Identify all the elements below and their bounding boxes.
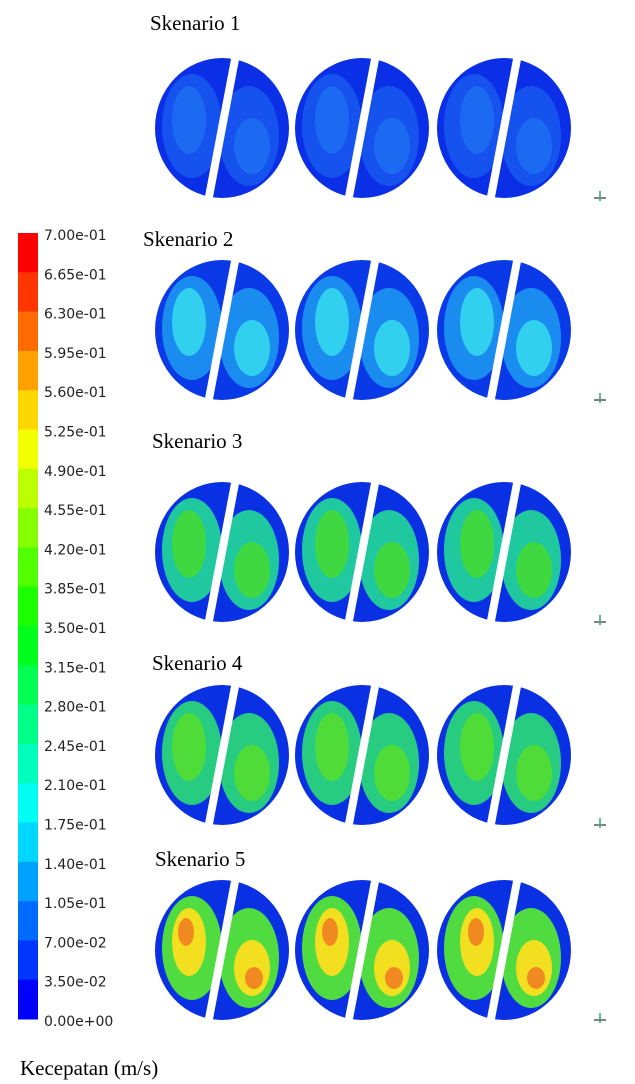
contour-zone <box>460 288 494 356</box>
contour-zone <box>178 918 194 946</box>
scenario-title: Skenario 4 <box>152 651 243 675</box>
contour-zone <box>172 713 206 781</box>
contour-zone <box>245 967 263 989</box>
colorbar-label: 1.05e-01 <box>44 896 107 912</box>
contour-zone <box>315 86 349 154</box>
colorbar-label: 3.50e-01 <box>44 621 107 637</box>
colorbar-label: 0.00e+00 <box>44 1014 113 1030</box>
contour-zone <box>516 118 552 174</box>
contour-zone <box>516 745 552 801</box>
contour-zone <box>234 745 270 801</box>
contour-zone <box>322 918 338 946</box>
divider-gap <box>204 53 240 203</box>
colorbar-band <box>18 822 38 863</box>
colorbar-band <box>18 979 38 1020</box>
colorbar-label: 3.85e-01 <box>44 582 107 598</box>
colorbar-label: 6.30e-01 <box>44 307 107 323</box>
colorbar-band <box>18 272 38 313</box>
colorbar-label: 1.75e-01 <box>44 818 107 834</box>
colorbar-label: 4.90e-01 <box>44 464 107 480</box>
colorbar-band <box>18 704 38 745</box>
colorbar-band <box>18 429 38 470</box>
contour-zone <box>516 320 552 376</box>
contour-zone <box>527 967 545 989</box>
contour-zone <box>460 510 494 578</box>
contour-zone <box>460 86 494 154</box>
colorbar-label: 7.00e-02 <box>44 935 107 951</box>
colorbar-label: 5.25e-01 <box>44 425 107 441</box>
colorbar-band <box>18 626 38 666</box>
scenario-title: Skenario 1 <box>150 11 240 35</box>
divider-gap <box>204 255 240 405</box>
contour-zone <box>374 542 410 598</box>
contour-zone <box>234 320 270 376</box>
colorbar-label: 5.95e-01 <box>44 346 107 362</box>
contour-zone <box>234 118 270 174</box>
contour-zone <box>516 542 552 598</box>
divider-gap <box>344 255 380 405</box>
colorbar-band <box>18 468 38 509</box>
colorbar-band <box>18 901 38 941</box>
contour-zone <box>172 288 206 356</box>
colorbar-band <box>18 940 38 981</box>
colorbar-band <box>18 233 38 273</box>
contour-zone <box>460 713 494 781</box>
contour-zone <box>315 713 349 781</box>
colorbar-label: 3.15e-01 <box>44 660 107 676</box>
colorbar-band <box>18 665 38 706</box>
divider-gap <box>344 477 380 627</box>
contour-zone <box>468 918 484 946</box>
colorbar-band <box>18 350 38 391</box>
divider-gap <box>486 680 522 830</box>
contour-zone <box>172 86 206 154</box>
contour-zone <box>315 510 349 578</box>
colorbar-title: Kecepatan (m/s) <box>20 1056 158 1080</box>
contour-zone <box>315 288 349 356</box>
colorbar-band <box>18 783 38 823</box>
divider-gap <box>344 875 380 1025</box>
scenario-title: Skenario 3 <box>152 429 242 453</box>
colorbar-label: 7.00e-01 <box>44 228 107 244</box>
contour-zone <box>172 510 206 578</box>
colorbar-band <box>18 508 38 548</box>
contour-zone <box>234 542 270 598</box>
colorbar-band <box>18 743 38 784</box>
scenario-title: Skenario 5 <box>155 847 245 871</box>
divider-gap <box>204 875 240 1025</box>
colorbar-label: 6.65e-01 <box>44 267 107 283</box>
colorbar-label: 2.80e-01 <box>44 700 107 716</box>
colorbar-label: 3.50e-02 <box>44 975 107 991</box>
colorbar-band <box>18 547 38 588</box>
contour-zone <box>374 118 410 174</box>
colorbar-band <box>18 311 38 352</box>
divider-gap <box>486 875 522 1025</box>
colorbar-label: 4.55e-01 <box>44 503 107 519</box>
colorbar-label: 1.40e-01 <box>44 857 107 873</box>
scenario-title: Skenario 2 <box>143 227 233 251</box>
colorbar-label: 5.60e-01 <box>44 385 107 401</box>
contour-zone <box>374 320 410 376</box>
divider-gap <box>344 53 380 203</box>
colorbar-band <box>18 390 38 430</box>
divider-gap <box>204 680 240 830</box>
colorbar-label: 2.45e-01 <box>44 739 107 755</box>
divider-gap <box>486 255 522 405</box>
divider-gap <box>344 680 380 830</box>
contour-zone <box>385 967 403 989</box>
colorbar-label: 4.20e-01 <box>44 542 107 558</box>
divider-gap <box>486 53 522 203</box>
divider-gap <box>486 477 522 627</box>
divider-gap <box>204 477 240 627</box>
colorbar-label: 2.10e-01 <box>44 778 107 794</box>
colorbar-band <box>18 586 38 627</box>
contour-zone <box>374 745 410 801</box>
colorbar-band <box>18 861 38 902</box>
